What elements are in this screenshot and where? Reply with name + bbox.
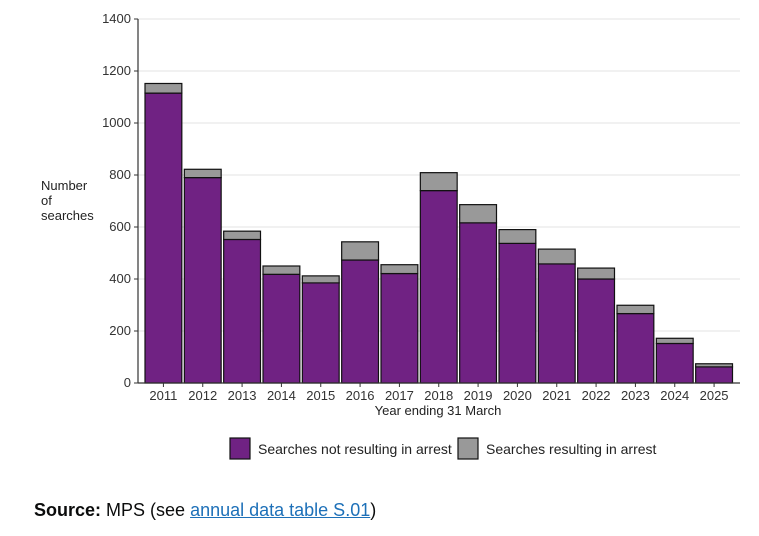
- y-tick-label: 200: [109, 323, 131, 338]
- y-axis-title-line: of: [41, 193, 52, 208]
- bars: [144, 82, 734, 384]
- bar-arrest: [459, 204, 498, 224]
- x-axis-title: Year ending 31 March: [375, 403, 502, 418]
- y-axis-title-line: Number: [41, 178, 88, 193]
- x-tick-label: 2023: [621, 388, 650, 403]
- x-tick-label: 2020: [503, 388, 532, 403]
- bar-not-arrest: [341, 259, 380, 384]
- bar-arrest: [144, 82, 183, 94]
- stacked-bar-chart: 0 200 400 600 800 1000 1200 1400 2011 2012 2013 201…: [41, 11, 740, 460]
- bar-not-arrest: [144, 92, 183, 384]
- source-note: Source: MPS (see annual data table S.01): [34, 500, 376, 521]
- y-tick-label: 1400: [102, 11, 131, 26]
- axes: 0 200 400 600 800 1000 1200 1400 2011 2012 2013 201…: [102, 11, 740, 403]
- legend-label: Searches resulting in arrest: [486, 441, 657, 457]
- legend-swatch: [229, 437, 251, 460]
- x-tick-label: 2018: [424, 388, 453, 403]
- legend-label: Searches not resulting in arrest: [258, 441, 452, 457]
- x-tick-label: 2021: [542, 388, 571, 403]
- bar-not-arrest: [380, 272, 419, 384]
- bar-arrest: [183, 168, 222, 179]
- source-label: Source:: [34, 500, 102, 520]
- bar-not-arrest: [301, 282, 340, 384]
- x-tick-label: 2017: [385, 388, 414, 403]
- x-tick-label: 2013: [228, 388, 257, 403]
- bar-arrest: [223, 230, 262, 241]
- legend: Searches not resulting in arrest Searches…: [229, 437, 657, 460]
- legend-swatch: [457, 437, 479, 460]
- bar-not-arrest: [183, 177, 222, 384]
- bar-arrest: [537, 248, 576, 265]
- bar-not-arrest: [577, 278, 616, 384]
- y-tick-label: 1000: [102, 115, 131, 130]
- bar-arrest: [616, 304, 655, 315]
- y-tick-label: 600: [109, 219, 131, 234]
- y-tick-label: 0: [124, 375, 131, 390]
- bar-not-arrest: [655, 342, 694, 384]
- x-tick-label: 2016: [346, 388, 375, 403]
- annual-data-table-link[interactable]: annual data table S.01: [190, 500, 371, 520]
- y-axis-title-line: searches: [41, 208, 94, 223]
- bar-not-arrest: [616, 312, 655, 384]
- bar-not-arrest: [537, 263, 576, 384]
- bar-arrest: [498, 229, 537, 244]
- bar-arrest: [301, 275, 340, 284]
- bar-arrest: [380, 264, 419, 275]
- bar-arrest: [262, 265, 301, 275]
- bar-arrest: [419, 172, 458, 192]
- x-tick-label: 2012: [188, 388, 217, 403]
- y-tick-label: 400: [109, 271, 131, 286]
- x-tick-label: 2015: [306, 388, 335, 403]
- x-tick-label: 2014: [267, 388, 296, 403]
- x-tick-label: 2025: [700, 388, 729, 403]
- bar-not-arrest: [223, 238, 262, 384]
- bar-not-arrest: [262, 273, 301, 384]
- y-tick-label: 800: [109, 167, 131, 182]
- bar-not-arrest: [498, 242, 537, 384]
- x-tick-label: 2019: [464, 388, 493, 403]
- source-text: MPS (see: [101, 500, 191, 520]
- bar-arrest: [341, 241, 380, 261]
- bar-arrest: [577, 267, 616, 280]
- source-text-end: ): [370, 500, 377, 520]
- bar-not-arrest: [419, 190, 458, 384]
- bar-not-arrest: [695, 366, 734, 384]
- bar-arrest: [695, 363, 734, 368]
- bar-not-arrest: [459, 222, 498, 384]
- bar-arrest: [655, 337, 694, 345]
- x-tick-label: 2011: [149, 388, 177, 403]
- x-tick-label: 2022: [582, 388, 611, 403]
- y-tick-label: 1200: [102, 63, 131, 78]
- x-tick-label: 2024: [660, 388, 689, 403]
